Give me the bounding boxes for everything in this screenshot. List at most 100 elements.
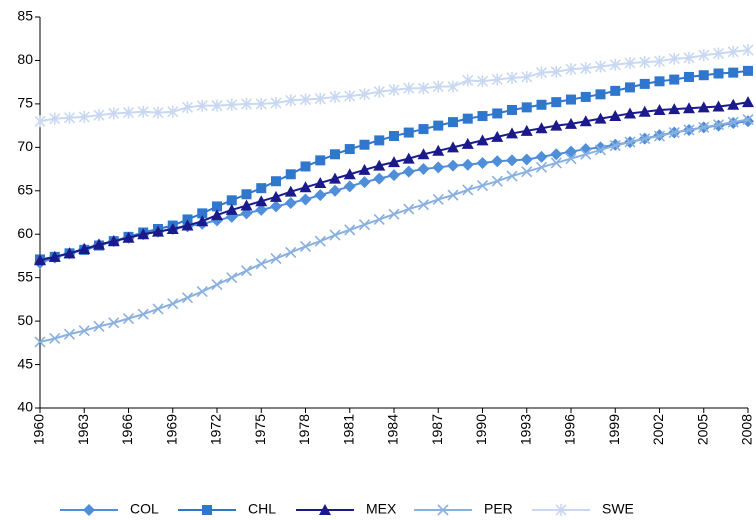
marker: [152, 225, 164, 237]
y-tick-label: 75: [17, 95, 33, 111]
marker: [491, 73, 503, 86]
marker: [520, 153, 533, 166]
marker: [78, 325, 90, 337]
marker: [255, 258, 267, 270]
marker: [639, 133, 651, 145]
y-tick-label: 60: [17, 225, 33, 241]
marker: [624, 107, 636, 119]
legend-label: COL: [130, 501, 159, 517]
x-tick-label: 1990: [473, 414, 489, 445]
marker: [137, 228, 150, 240]
marker: [580, 91, 591, 102]
marker: [359, 139, 370, 150]
marker: [93, 320, 105, 332]
marker: [329, 184, 341, 197]
marker: [137, 105, 149, 118]
marker: [609, 110, 622, 122]
x-tick-label: 1978: [296, 414, 312, 445]
marker: [270, 252, 282, 265]
marker: [388, 208, 400, 220]
marker: [344, 144, 355, 155]
x-tick-label: 1981: [340, 414, 356, 445]
marker: [48, 250, 61, 262]
marker: [255, 195, 268, 207]
marker: [34, 254, 46, 266]
legend-label: SWE: [602, 501, 634, 517]
x-tick-label: 1999: [606, 414, 622, 445]
marker: [93, 238, 105, 250]
marker: [255, 203, 268, 216]
marker: [358, 163, 371, 175]
marker: [491, 175, 503, 187]
marker: [698, 49, 710, 62]
marker: [668, 103, 681, 115]
marker: [329, 172, 341, 184]
marker: [432, 161, 445, 174]
marker: [388, 83, 400, 96]
marker: [535, 66, 548, 79]
marker: [551, 97, 562, 108]
marker: [108, 317, 120, 329]
marker: [330, 149, 340, 160]
marker: [255, 97, 267, 110]
marker: [226, 98, 238, 111]
marker: [550, 65, 562, 78]
marker: [507, 104, 517, 115]
marker: [211, 209, 223, 221]
marker: [299, 240, 312, 252]
marker: [683, 124, 695, 136]
marker: [491, 130, 504, 142]
marker: [403, 82, 415, 95]
marker: [491, 155, 504, 168]
marker: [668, 126, 680, 139]
marker: [594, 112, 607, 124]
marker: [241, 189, 252, 200]
marker: [212, 201, 222, 212]
marker: [388, 169, 400, 182]
marker: [506, 127, 518, 139]
legend-label: PER: [484, 501, 513, 517]
marker: [181, 219, 194, 231]
marker: [299, 181, 312, 193]
marker: [240, 199, 253, 211]
marker: [653, 130, 666, 142]
marker: [373, 172, 386, 185]
legend-marker: [555, 504, 567, 516]
marker: [418, 124, 429, 135]
marker: [653, 55, 666, 68]
marker: [447, 189, 459, 201]
marker: [403, 127, 414, 138]
marker: [506, 154, 518, 167]
marker: [122, 312, 135, 325]
x-tick-label: 1972: [208, 414, 224, 445]
marker: [285, 246, 297, 259]
marker: [314, 235, 326, 247]
marker: [181, 292, 194, 304]
marker: [727, 98, 740, 110]
marker: [417, 199, 430, 211]
marker: [211, 99, 223, 112]
marker: [639, 78, 650, 89]
marker: [639, 56, 651, 69]
marker: [167, 105, 179, 118]
marker: [653, 103, 666, 115]
marker: [447, 159, 459, 172]
marker: [93, 109, 105, 122]
y-tick-label: 85: [17, 8, 33, 24]
marker: [566, 94, 576, 105]
marker: [742, 115, 754, 128]
marker: [461, 158, 474, 171]
marker: [344, 224, 356, 236]
marker: [389, 131, 399, 142]
legend-marker: [202, 505, 212, 515]
legend-marker: [437, 504, 449, 516]
marker: [712, 100, 725, 112]
marker: [521, 70, 533, 83]
y-tick-label: 50: [17, 312, 33, 328]
marker: [565, 63, 577, 76]
marker: [78, 242, 91, 254]
marker: [594, 144, 607, 156]
marker: [270, 97, 282, 110]
